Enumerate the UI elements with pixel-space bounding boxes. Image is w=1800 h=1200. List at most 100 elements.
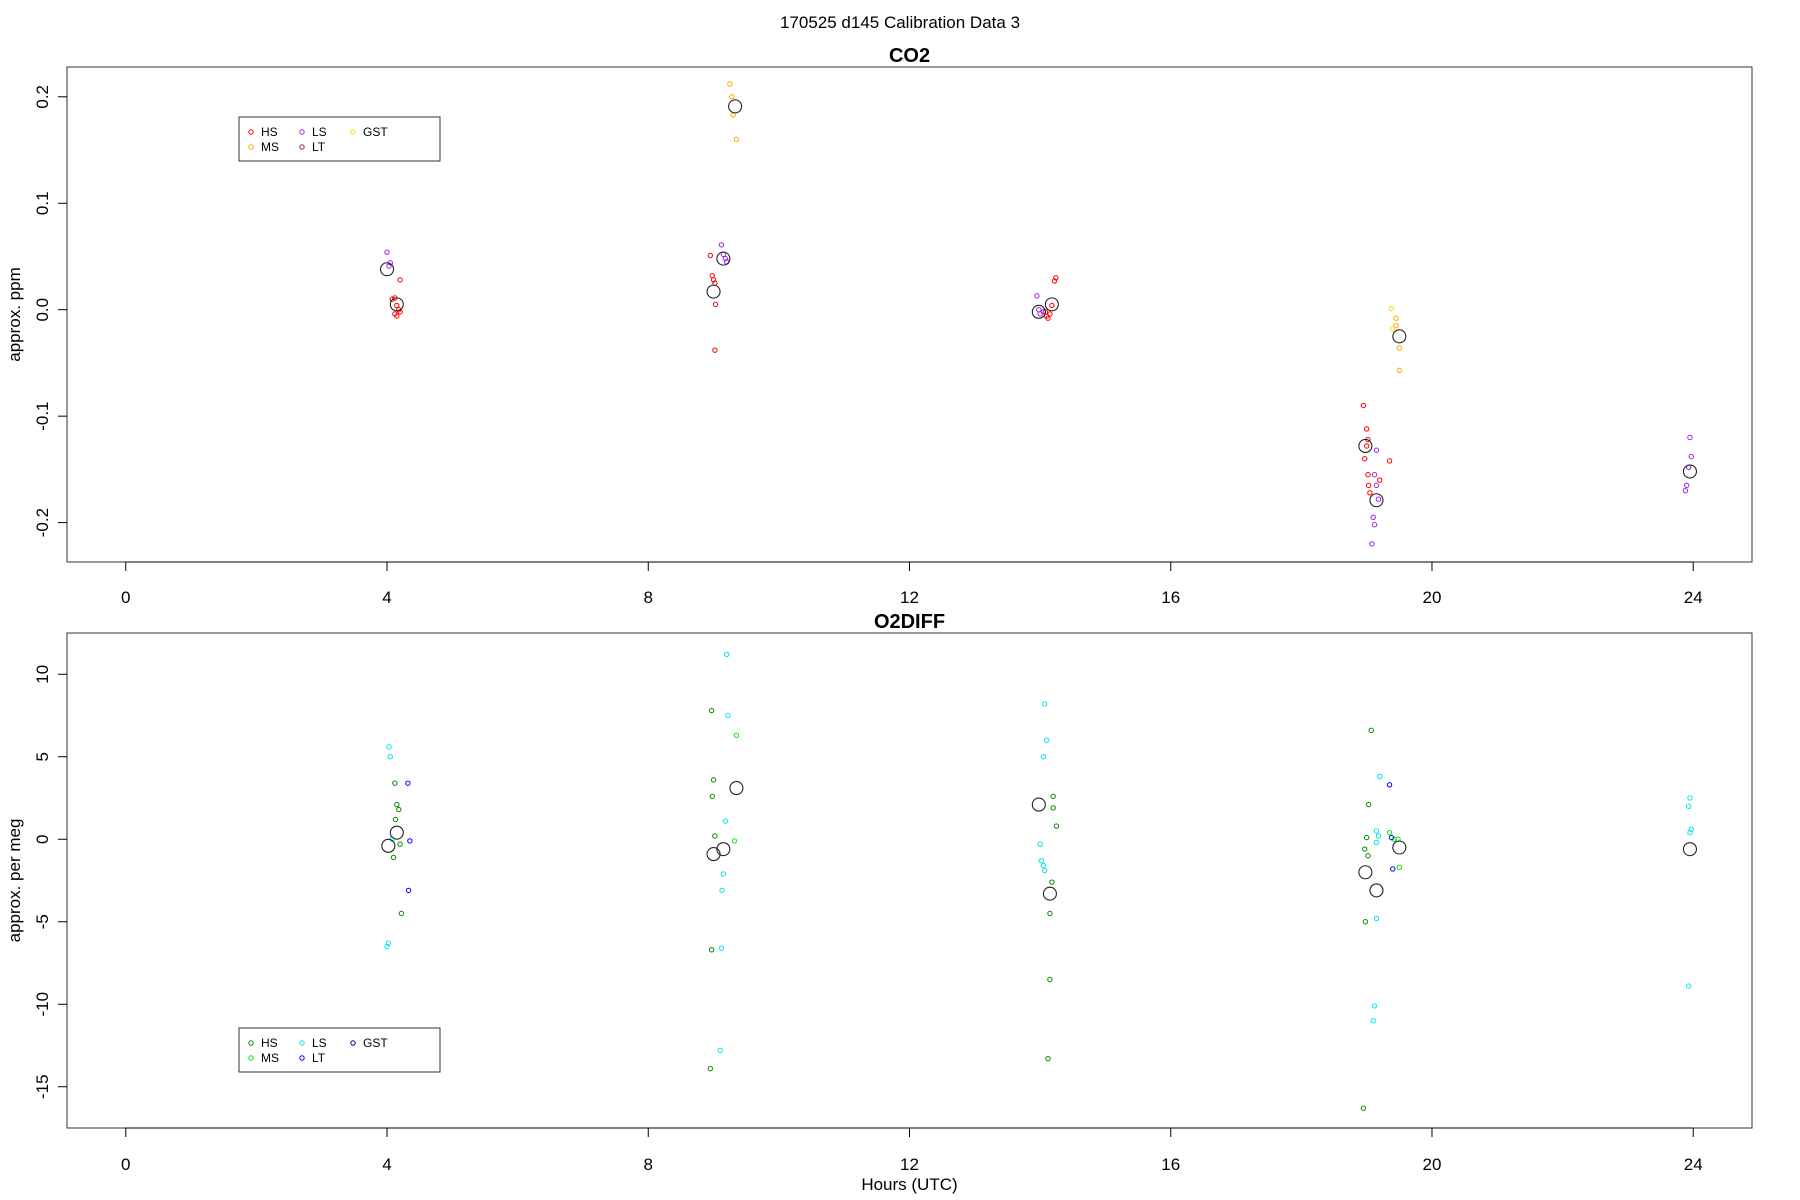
data-point xyxy=(1049,879,1055,885)
y-axis-label: approx. per meg xyxy=(5,819,24,943)
data-point xyxy=(385,940,392,946)
legend-marker xyxy=(299,129,305,135)
data-point xyxy=(1687,795,1693,801)
panel-title: O2DIFF xyxy=(874,611,945,633)
data-point xyxy=(1371,522,1378,528)
mean-marker xyxy=(728,99,743,114)
mean-marker xyxy=(389,825,404,840)
data-point xyxy=(386,744,392,750)
mean-markers xyxy=(381,781,1698,901)
data-point xyxy=(709,793,715,800)
x-tick-label: 24 xyxy=(1684,1155,1703,1174)
data-point xyxy=(717,1047,723,1054)
y-tick-label: -5 xyxy=(33,914,52,929)
data-point xyxy=(733,136,740,143)
y-tick-label: 0.0 xyxy=(33,298,52,322)
data-point xyxy=(386,263,392,269)
data-point xyxy=(712,833,718,839)
legend-label: GST xyxy=(363,125,388,139)
legend-label: HS xyxy=(261,125,278,139)
mean-marker xyxy=(1042,886,1057,901)
legend-label: MS xyxy=(261,140,279,154)
data-point xyxy=(1049,302,1055,309)
data-point xyxy=(722,818,729,824)
data-point xyxy=(397,277,403,283)
data-point xyxy=(1388,834,1395,841)
x-tick-label: 4 xyxy=(382,588,391,607)
data-point xyxy=(709,272,715,279)
series-ms xyxy=(731,732,1403,870)
series-hs xyxy=(390,707,1374,1111)
legend-label: MS xyxy=(261,1051,279,1065)
mean-marker xyxy=(729,781,744,796)
data-point xyxy=(398,910,405,917)
data-point xyxy=(1386,458,1393,464)
data-point xyxy=(1050,793,1056,800)
series-gst xyxy=(1388,305,1396,332)
mean-marker xyxy=(1392,329,1407,344)
mean-marker xyxy=(1682,464,1698,479)
data-point xyxy=(1388,305,1395,312)
data-point xyxy=(1041,701,1048,707)
data-point xyxy=(394,801,400,808)
legend-label: LS xyxy=(312,125,327,139)
data-point xyxy=(1377,477,1383,483)
mean-marker xyxy=(381,838,396,853)
data-point xyxy=(1369,541,1375,547)
data-point xyxy=(1373,839,1380,846)
legend-marker xyxy=(248,129,254,135)
data-point xyxy=(1386,829,1393,836)
data-point xyxy=(1047,976,1053,983)
data-point xyxy=(392,780,398,786)
data-point xyxy=(708,947,715,953)
y-axis-label: approx. ppm xyxy=(5,267,24,362)
data-point xyxy=(407,838,413,844)
x-tick-label: 16 xyxy=(1161,1155,1180,1174)
data-point xyxy=(722,255,729,262)
legend-marker xyxy=(350,129,356,135)
data-point xyxy=(1373,828,1380,834)
data-point xyxy=(710,777,717,783)
data-point xyxy=(1053,275,1059,281)
data-point xyxy=(1370,514,1376,520)
data-point xyxy=(1041,867,1048,874)
mean-marker xyxy=(1031,304,1046,319)
y-tick-label: 0.2 xyxy=(33,85,52,109)
data-point xyxy=(1687,829,1693,836)
data-point xyxy=(1365,482,1372,489)
mean-marker xyxy=(379,262,395,277)
data-point xyxy=(1396,367,1403,374)
mean-marker xyxy=(1358,438,1373,454)
data-point xyxy=(1360,402,1367,409)
x-tick-label: 8 xyxy=(644,1155,653,1174)
data-point xyxy=(1688,453,1694,460)
legend-marker xyxy=(248,144,254,150)
y-tick-label: -10 xyxy=(33,992,52,1017)
mean-marker xyxy=(1369,493,1384,508)
data-point xyxy=(1365,801,1372,808)
data-point xyxy=(1368,727,1374,734)
data-point xyxy=(707,1065,714,1072)
data-point xyxy=(1373,915,1380,922)
data-point xyxy=(727,81,733,87)
mean-marker xyxy=(389,297,404,312)
legend-marker xyxy=(248,1055,254,1061)
x-tick-label: 24 xyxy=(1684,588,1703,607)
data-point xyxy=(384,249,390,255)
data-point xyxy=(1363,426,1370,432)
main-title: 170525 d145 Calibration Data 3 xyxy=(780,13,1020,32)
legend-marker xyxy=(350,1040,356,1046)
data-point xyxy=(1053,823,1060,829)
data-point xyxy=(1687,434,1693,441)
data-point xyxy=(719,887,725,894)
mean-marker xyxy=(706,847,721,862)
data-point xyxy=(1683,482,1690,489)
legend-label: GST xyxy=(363,1036,388,1050)
data-point xyxy=(1365,472,1371,478)
legend-box xyxy=(238,1027,441,1073)
data-point xyxy=(405,887,412,894)
mean-markers xyxy=(379,99,1698,508)
y-tick-label: 0.1 xyxy=(33,191,52,215)
data-point xyxy=(394,313,400,319)
